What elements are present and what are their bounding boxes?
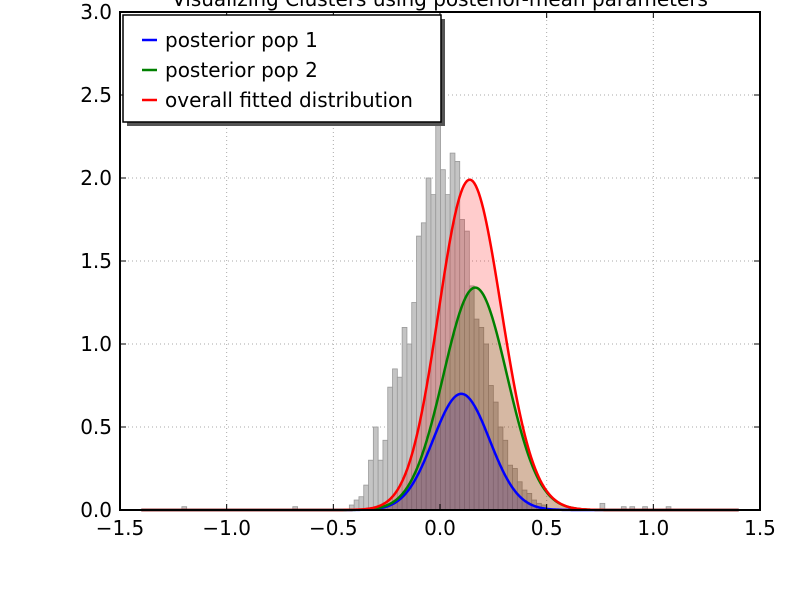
curve-fill-pop-1 — [141, 393, 739, 510]
histogram-bar — [387, 386, 393, 511]
x-tick-label: −1.5 — [96, 516, 145, 540]
x-tick-label: −0.5 — [309, 516, 358, 540]
legend-label-overall: overall fitted distribution — [165, 88, 413, 112]
histogram-bar — [358, 496, 365, 511]
curve-fill-overall — [141, 179, 739, 510]
histogram-bar — [377, 459, 384, 511]
y-tick-label: 1.5 — [80, 249, 112, 273]
y-tick-label: 1.0 — [80, 332, 112, 356]
histogram-bar — [372, 426, 379, 511]
chart-title: Visualizing Clusters using posterior-mea… — [172, 0, 708, 11]
y-tick-label: 2.5 — [80, 83, 112, 107]
y-tick-label: 0.5 — [80, 415, 112, 439]
histogram-bar — [382, 439, 389, 511]
histogram-bar — [368, 459, 374, 511]
histogram-bar — [392, 368, 398, 511]
x-tick-label: 0.0 — [424, 516, 456, 540]
y-tick-label: 3.0 — [80, 0, 112, 24]
x-tick-label: 1.5 — [744, 516, 776, 540]
legend-label-pop-1: posterior pop 1 — [165, 28, 318, 52]
y-tick-label: 0.0 — [80, 498, 112, 522]
legend: posterior pop 1 posterior pop 2 overall … — [122, 14, 445, 126]
histogram-bar — [363, 484, 369, 511]
axis-ticks: −1.5 −1.0 −0.5 0.0 0.5 1.0 1.5 0.0 0.5 1.0 1.5 2.0 2… — [80, 0, 776, 540]
curve-fill-pop-2 — [141, 287, 739, 510]
x-tick-label: 1.0 — [637, 516, 669, 540]
y-tick-label: 2.0 — [80, 166, 112, 190]
legend-box — [122, 14, 442, 123]
legend-label-pop-2: posterior pop 2 — [165, 58, 318, 82]
x-tick-label: −1.0 — [202, 516, 251, 540]
x-tick-label: 0.5 — [531, 516, 563, 540]
